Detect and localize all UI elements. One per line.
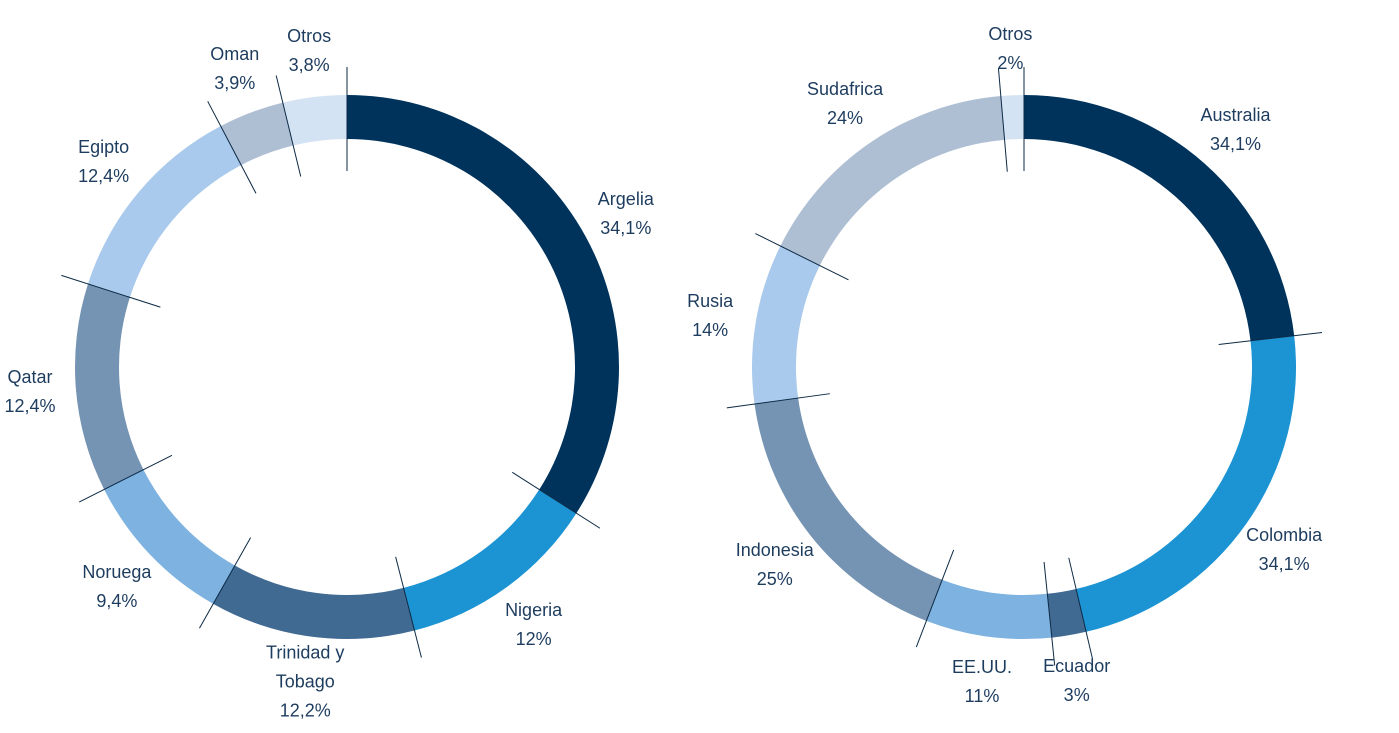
slice [87, 126, 242, 298]
value-label: 34,1% [1258, 553, 1310, 574]
slice-label: Colombia 34,1% [1246, 521, 1322, 579]
slice-label: Ecuador 3% [1043, 652, 1110, 710]
value-label: 3,9% [214, 73, 256, 94]
slice [220, 102, 294, 166]
category-label: Otros [287, 26, 332, 47]
value-label: 9,4% [96, 590, 138, 611]
divider [395, 556, 422, 658]
slice-label: Argelia 34,1% [598, 185, 654, 243]
divider [512, 471, 601, 529]
value-label: 25% [756, 568, 793, 589]
slice [1076, 335, 1296, 632]
slice [1000, 95, 1024, 140]
divider [78, 454, 173, 503]
slice [780, 95, 1005, 266]
value-label: 24% [827, 108, 864, 129]
value-label: 3,8% [288, 55, 330, 76]
slice [754, 398, 943, 621]
slice [104, 469, 235, 604]
divider [61, 274, 161, 308]
slice [213, 565, 415, 639]
divider [207, 101, 257, 194]
slice-label: Indonesia 25% [736, 536, 814, 594]
value-label: 34,1% [600, 218, 652, 239]
slice [403, 489, 577, 631]
slice [347, 95, 620, 514]
category-label: EE.UU. [952, 657, 1013, 678]
category-label: Oman [210, 44, 260, 65]
category-label: Trinidad y Tobago [266, 642, 345, 692]
value-label: 34,1% [1210, 133, 1262, 154]
value-label: 12,4% [4, 395, 56, 416]
slice-label: Sudafrica 24% [807, 75, 883, 133]
slice [926, 579, 1052, 639]
category-label: Qatar [7, 366, 53, 387]
slice-label: Nigeria 12% [505, 596, 562, 654]
slice-label: Qatar 12,4% [4, 363, 55, 421]
divider [1218, 332, 1323, 345]
value-label: 2% [997, 53, 1024, 74]
slice [282, 95, 347, 146]
slice [75, 283, 144, 490]
slice-label: EE.UU. 11% [952, 653, 1012, 711]
category-label: Noruega [82, 561, 152, 582]
category-label: Nigeria [505, 599, 563, 620]
divider [275, 75, 302, 177]
category-label: Indonesia [735, 539, 814, 560]
category-label: Argelia [597, 189, 654, 210]
slice-label: Otros 3,8% [287, 22, 331, 80]
divider [726, 393, 830, 409]
divider [755, 233, 849, 281]
category-label: Ecuador [1043, 655, 1111, 676]
divider [199, 537, 252, 629]
category-label: Australia [1200, 104, 1271, 125]
value-label: 12,2% [279, 700, 331, 721]
divider [1068, 557, 1094, 660]
category-label: Rusia [687, 290, 734, 311]
slice-label: Australia 34,1% [1201, 101, 1271, 159]
value-label: 12,4% [78, 166, 130, 187]
slice-label: Otros 2% [988, 20, 1032, 78]
slice [1047, 588, 1087, 638]
value-label: 3% [1063, 684, 1090, 705]
value-label: 12% [515, 628, 552, 649]
category-label: Colombia [1246, 524, 1323, 545]
slice-label: Egipto 12,4% [78, 133, 129, 191]
category-label: Sudafrica [807, 79, 884, 100]
slice-label: Rusia 14% [687, 287, 733, 345]
slice [1024, 95, 1295, 341]
slice [751, 246, 820, 405]
value-label: 11% [964, 686, 1000, 707]
divider [1043, 561, 1056, 666]
slice-label: Trinidad y Tobago 12,2% [258, 639, 353, 726]
slice-label: Oman 3,9% [210, 40, 259, 98]
category-label: Egipto [78, 137, 130, 158]
slice-label: Noruega 9,4% [82, 558, 151, 616]
divider [997, 68, 1008, 172]
category-label: Otros [988, 24, 1033, 45]
value-label: 14% [692, 319, 729, 340]
divider [915, 549, 955, 648]
